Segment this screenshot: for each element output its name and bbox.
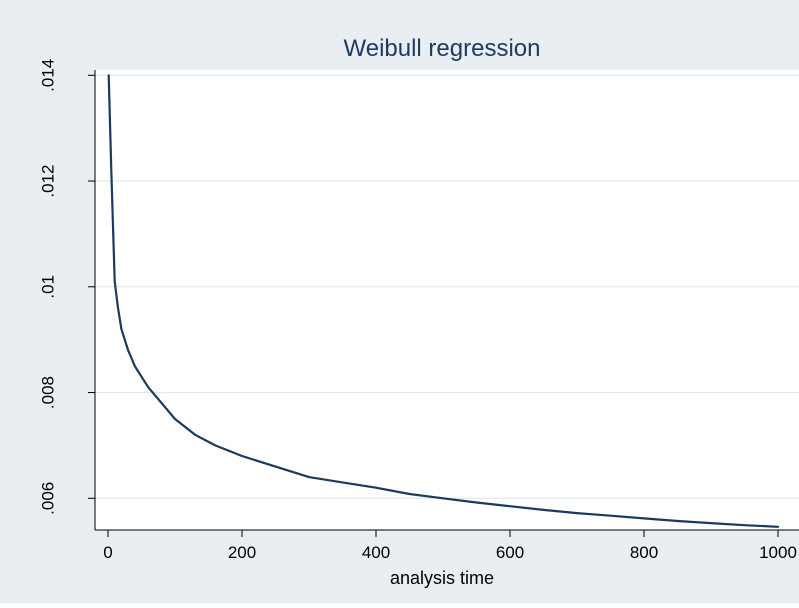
plot-area — [95, 70, 799, 530]
x-tick-label: 200 — [228, 543, 256, 562]
x-tick-label: 400 — [362, 543, 390, 562]
x-tick-label: 1000 — [759, 543, 797, 562]
x-tick-label: 800 — [630, 543, 658, 562]
ticks: .006 .008 .01 .012 .014 0 200 400 600 800 1000 — [39, 59, 797, 562]
axes — [94, 70, 799, 531]
y-tick-label: .012 — [39, 164, 58, 197]
grid-lines — [95, 74, 799, 499]
chart-title: Weibull regression — [344, 35, 541, 62]
y-tick-label: .008 — [39, 376, 58, 409]
x-axis-title: analysis time — [390, 568, 494, 588]
y-tick-label: .006 — [39, 482, 58, 515]
x-tick-label: 600 — [496, 543, 524, 562]
y-tick-label: .01 — [39, 275, 58, 299]
series-layer — [107, 74, 780, 528]
x-tick-label: 0 — [103, 543, 112, 562]
weibull-curve — [107, 74, 780, 528]
y-tick-label: .014 — [39, 59, 58, 92]
